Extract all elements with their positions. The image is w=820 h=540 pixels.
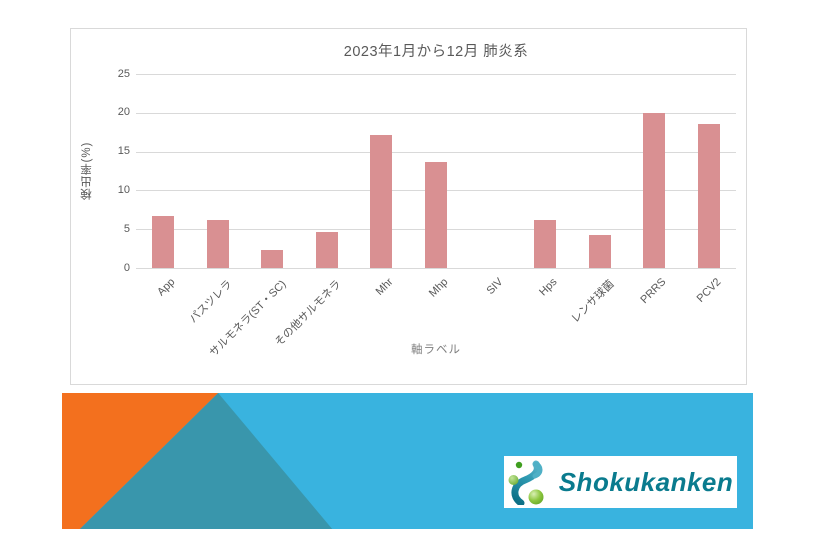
logo-text: Shokukanken <box>558 466 734 497</box>
bar-その他サルモネラ <box>315 231 338 268</box>
gridline-y15 <box>136 151 736 153</box>
x-tick-label-PCV2: PCV2 <box>694 276 724 305</box>
x-tick-label-Mhp: Mhp <box>426 276 451 300</box>
y-tick-label: 0 <box>123 261 130 274</box>
bar-レンサ球菌 <box>588 235 611 268</box>
x-tick-label-App: App <box>155 276 178 299</box>
plot-area: 0 5 10 15 20 25 App パスツレラ サルモネラ(ST・SC) その他サルモネラ Mh… <box>118 68 736 359</box>
shokukanken-logo-icon <box>508 460 544 505</box>
chart-title: 2023年1月から12月 肺炎系 <box>343 44 529 60</box>
bar-サルモネラ(ST・SC) <box>261 250 284 268</box>
x-tick-label-サルモネラ(ST・SC): サルモネラ(ST・SC) <box>207 278 289 360</box>
bar-パスツレラ <box>206 219 229 268</box>
y-tick-label: 25 <box>117 67 130 80</box>
bar-chart: 2023年1月から12月 肺炎系 検出率(%) 0 5 10 15 20 25 App パスツ… <box>70 28 747 385</box>
x-tick-label-Hps: Hps <box>537 276 560 299</box>
bar-PCV2 <box>697 123 720 268</box>
bar-Mhp <box>425 161 447 268</box>
y-tick-label: 20 <box>117 106 130 119</box>
bar-Mhr <box>370 135 393 268</box>
bar-Hps <box>534 219 557 268</box>
gridline-y0 <box>136 268 736 269</box>
gridline-y20 <box>136 112 736 114</box>
y-tick-label: 15 <box>117 145 130 158</box>
x-tick-label-Mhr: Mhr <box>374 276 396 298</box>
bar-PRRS <box>643 112 666 268</box>
bar-App <box>152 216 175 268</box>
gridline-y25 <box>136 74 736 75</box>
y-tick-label: 5 <box>123 222 130 235</box>
y-axis-title: 検出率(%) <box>81 141 93 201</box>
x-tick-label-SIV: SIV <box>483 276 506 298</box>
y-tick-label: 10 <box>117 183 130 196</box>
x-axis-title: 軸ラベル <box>411 344 461 356</box>
shokukanken-logo: Shokukanken <box>504 456 737 508</box>
